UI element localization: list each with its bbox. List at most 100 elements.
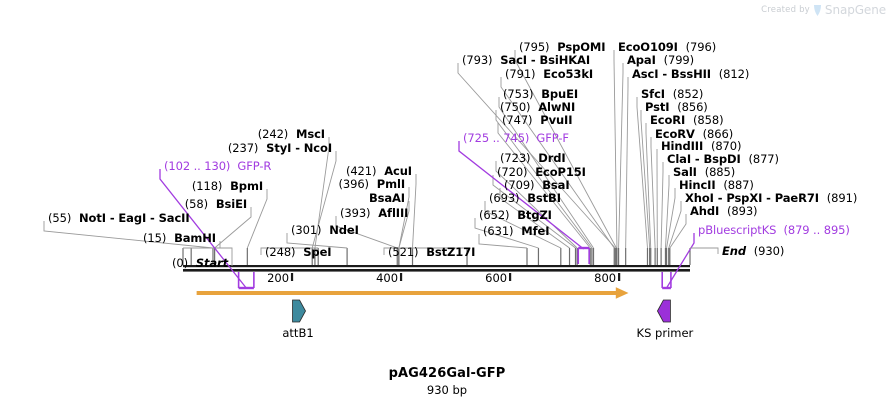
map-label-name-bsaai: BsaAI <box>368 191 405 205</box>
sequence-line-upper <box>183 265 690 268</box>
cut-site-tick-spei <box>317 248 319 265</box>
map-label-position-ahdi: (893) <box>727 204 758 218</box>
map-label-position-pspomi: (795) <box>519 40 550 54</box>
map-label-name-ahdi: AhdI <box>690 204 720 218</box>
leader-line-styi <box>311 151 337 249</box>
map-label-bpmi[interactable]: (118) BpmI <box>192 180 263 192</box>
map-label-eco53ki[interactable]: (791) Eco53kI <box>505 68 593 80</box>
map-label-hindiii[interactable]: HindIII (870) <box>661 140 741 152</box>
map-label-sali[interactable]: SalI (885) <box>673 166 735 178</box>
map-label-position-psti: (856) <box>677 100 708 114</box>
map-label-pspomi[interactable]: (795) PspOMI <box>519 40 606 54</box>
map-label-position-afliii: (393) <box>340 206 371 220</box>
map-label-bamhi[interactable]: (15) BamHI <box>143 232 216 244</box>
map-label-ndei[interactable]: (301) NdeI <box>291 224 359 236</box>
map-label-hincii[interactable]: HincII (887) <box>679 179 754 191</box>
leader-line-hincii <box>666 188 676 249</box>
map-label-name-styi: StyI - NcoI <box>266 141 332 155</box>
map-label-bstbi[interactable]: (693) BstBI <box>489 192 561 204</box>
map-label-name-gfpr: GFP-R <box>237 159 272 173</box>
watermark-prefix: Created by <box>761 5 810 15</box>
map-label-noti[interactable]: (55) NotI - EagI - SacII <box>48 212 190 224</box>
map-label-mfei[interactable]: (631) MfeI <box>483 225 549 237</box>
cut-site-tick-ahdi <box>669 248 671 265</box>
leader-line-noti <box>43 221 214 249</box>
map-label-position-spei: (248) <box>265 245 296 259</box>
map-label-name-bamhi: BamHI <box>174 231 216 245</box>
map-label-name-clai: ClaI - BspDI <box>667 152 741 166</box>
map-label-xhoi[interactable]: XhoI - PspXI - PaeR7I (891) <box>685 192 857 204</box>
map-label-bpuei[interactable]: (753) BpuEI <box>503 88 578 100</box>
map-label-asci[interactable]: AscI - BssHII (812) <box>632 68 749 80</box>
map-label-afliii[interactable]: (393) AflIII <box>340 207 408 219</box>
leader-line-eco53ki <box>500 77 615 249</box>
map-label-start[interactable]: (0) Start <box>172 257 228 269</box>
leader-line-clai <box>660 162 664 249</box>
map-label-bsai[interactable]: (709) BsaI <box>504 179 570 191</box>
map-label-styi[interactable]: (237) StyI - NcoI <box>228 142 332 154</box>
map-label-position-bsai: (709) <box>504 178 535 192</box>
map-label-btgzi[interactable]: (652) BtgZI <box>479 209 552 221</box>
leader-line-ecori <box>645 123 652 249</box>
map-label-pvuii[interactable]: (747) PvuII <box>502 114 573 126</box>
cut-site-tick-clai <box>660 248 662 265</box>
snapgene-watermark: Created by SnapGene <box>761 3 886 17</box>
map-label-gfpf[interactable]: (725 .. 745) GFP-F <box>463 132 569 144</box>
ruler-label-200: 200 <box>267 271 290 285</box>
map-label-position-end: (930) <box>753 244 785 258</box>
cut-site-tick-ecop15i <box>574 248 577 265</box>
map-label-ecoo109i[interactable]: EcoO109I (796) <box>618 41 716 53</box>
leader-line-psti <box>640 110 651 249</box>
feature-arrow-attb1 <box>292 299 306 323</box>
cut-site-tick-ndei <box>346 248 348 265</box>
leader-line-xhoi <box>668 201 682 249</box>
map-label-bsaai[interactable]: BsaAI <box>369 192 405 204</box>
leader-line-ndei <box>286 233 348 249</box>
map-label-sfci[interactable]: SfcI (852) <box>641 88 703 100</box>
map-label-pmli[interactable]: (396) PmlI <box>338 177 406 191</box>
map-label-alwni[interactable]: (750) AlwNI <box>500 101 575 113</box>
cut-site-tick-asci <box>625 248 627 265</box>
map-label-apai[interactable]: ApaI (799) <box>627 54 694 66</box>
map-label-ahdi[interactable]: AhdI (893) <box>690 204 758 218</box>
leader-line-ecoo109i <box>613 50 618 249</box>
map-label-ecori[interactable]: EcoRI (858) <box>650 113 724 127</box>
map-label-name-pspomi: PspOMI <box>557 40 606 54</box>
map-label-msci[interactable]: (242) MscI <box>258 128 325 140</box>
map-label-bstz17i[interactable]: (521) BstZ17I <box>388 246 475 258</box>
cut-site-tick-ecorv <box>654 248 656 265</box>
map-label-clai[interactable]: ClaI - BspDI (877) <box>667 153 779 165</box>
map-label-bsiei[interactable]: (58) BsiEI <box>185 198 247 210</box>
leader-line-btgzi <box>474 218 539 249</box>
map-label-position-bstz17i: (521) <box>388 245 419 259</box>
feature-bracket-gfpr <box>237 272 255 290</box>
map-label-gfpr[interactable]: (102 .. 130) GFP-R <box>164 160 271 172</box>
cut-site-tick-apai <box>617 248 620 265</box>
map-label-saci[interactable]: (793) SacI - BsiHKAI <box>462 54 590 66</box>
cut-site-tick-msci <box>314 248 316 265</box>
map-label-name-mfei: MfeI <box>521 224 550 238</box>
map-label-acui[interactable]: (421) AcuI <box>346 165 412 177</box>
cut-site-tick-mfei <box>526 248 528 265</box>
map-label-position-gfpr: (102 .. 130) <box>164 159 231 173</box>
cut-site-tick-drdi <box>576 248 578 265</box>
sequence-line-lower <box>183 269 690 272</box>
map-label-ecorv[interactable]: EcoRV (866) <box>655 128 733 140</box>
page-title: pAG426Gal-GFP <box>388 366 506 381</box>
map-label-psti[interactable]: PstI (856) <box>645 101 708 113</box>
map-label-end[interactable]: End (930) <box>722 245 784 257</box>
cut-site-tick-hindiii <box>656 248 658 265</box>
map-label-position-ecori: (858) <box>693 113 724 127</box>
map-label-position-pbluescript: (879 .. 895) <box>783 223 850 237</box>
leader-line-acui <box>412 174 417 249</box>
map-label-pbluescript[interactable]: pBluescriptKS (879 .. 895) <box>698 224 850 236</box>
leader-line-bpmi <box>246 189 268 249</box>
ruler-label-400: 400 <box>376 271 399 285</box>
map-label-spei[interactable]: (248) SpeI <box>265 245 332 259</box>
cut-site-tick-end <box>689 248 691 265</box>
map-label-ecop15i[interactable]: (720) EcoP15I <box>497 166 586 178</box>
cut-site-tick-bamhi <box>190 248 192 265</box>
map-label-position-pmli: (396) <box>338 177 370 191</box>
map-label-drdi[interactable]: (723) DrdI <box>500 152 566 164</box>
map-label-name-pbluescript: pBluescriptKS <box>698 223 777 237</box>
